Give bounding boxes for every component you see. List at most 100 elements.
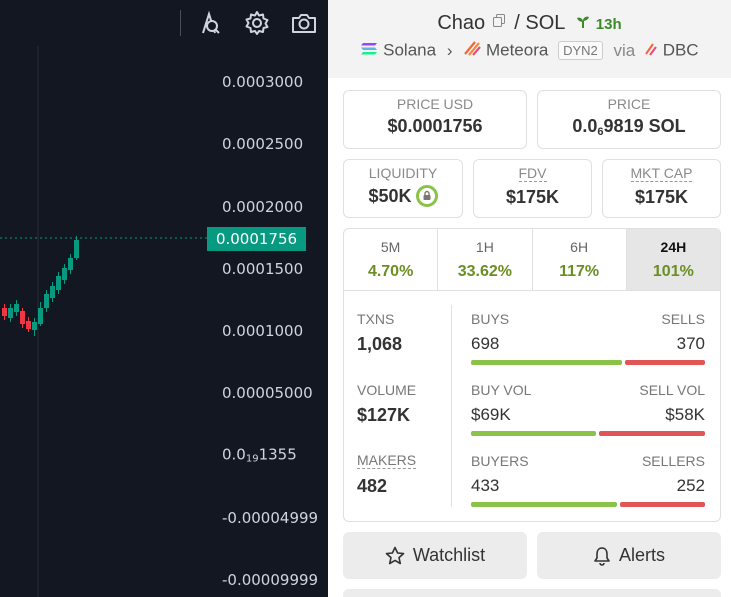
sells-value: 370 — [676, 334, 705, 353]
pair-title: Chao / SOL 13h — [328, 10, 731, 35]
liquidity-value: $50K — [368, 186, 412, 206]
alerts-button[interactable]: Alerts — [537, 532, 721, 579]
txns-value: 1,068 — [357, 334, 403, 354]
liquidity-card: LIQUIDITY $50K — [343, 159, 463, 218]
fdv-card: FDV $175K — [473, 159, 592, 218]
current-price-tag: 0.0001756 — [207, 227, 306, 251]
y-axis-label: 0.0001500 — [222, 260, 304, 278]
tab-5m[interactable]: 5M 4.70% — [344, 229, 439, 291]
candle-body — [26, 321, 31, 329]
volume-label: VOLUME — [357, 382, 417, 398]
sell-vol-label: SELL VOL — [639, 382, 705, 398]
watchlist-label: Watchlist — [412, 545, 486, 565]
bell-icon — [594, 546, 610, 566]
makers-row: MAKERS 482 BUYERS SELLERS 433 252 — [344, 447, 720, 513]
candle-body — [14, 304, 19, 312]
y-axis-label: 0.00005000 — [222, 384, 313, 402]
tab-label: 24H — [660, 239, 687, 255]
buy-sell-volume-bar — [471, 431, 705, 436]
watchlist-button[interactable]: Watchlist — [343, 532, 527, 579]
timeframe-tabs: 5M 4.70% 1H 33.62% 6H 117% 24H 101% — [343, 228, 721, 291]
buyers-sellers-bar — [471, 502, 705, 507]
liquidity-value-row: $50K — [344, 185, 462, 207]
buy-sell-ratio-bar — [471, 360, 705, 365]
sellers-label: SELLERS — [641, 453, 705, 469]
dex-name[interactable]: Meteora — [485, 40, 549, 60]
y-axis-label: 0.0001000 — [222, 322, 304, 340]
pair-route: Solana › Meteora DYN2 via DBC — [328, 40, 731, 61]
sell-bar — [625, 360, 705, 365]
buy-vol-value: $69K — [471, 405, 511, 424]
chevron-right-icon: › — [446, 40, 453, 60]
candlestick-plot[interactable] — [0, 46, 328, 597]
candle-body — [44, 294, 49, 308]
buy-bar — [471, 502, 617, 507]
alerts-label: Alerts — [618, 545, 665, 565]
stats-divider — [451, 305, 452, 507]
tab-change: 101% — [652, 263, 694, 280]
candle-body — [74, 240, 79, 258]
price-native-card: PRICE 0.069819 SOL — [537, 90, 721, 149]
pair-header: Chao / SOL 13h Solana › Meteora DYN2 via — [328, 0, 731, 78]
y-axis-label: 0.0191355 — [222, 445, 297, 465]
txns-row: TXNS 1,068 BUYS SELLS 698 370 — [344, 305, 720, 371]
price-native-value: 0.069819 SOL — [572, 116, 686, 138]
copy-icon[interactable] — [492, 10, 505, 33]
y-axis-label: 0.0002000 — [222, 198, 304, 216]
tab-change: 4.70% — [367, 263, 414, 280]
via-label: via — [613, 40, 636, 60]
volume-row: VOLUME $127K BUY VOL SELL VOL $69K $58K — [344, 376, 720, 442]
toolbar-divider — [180, 10, 181, 36]
y-axis-label: -0.00009999 — [222, 571, 319, 589]
y-axis-label: -0.00004999 — [222, 509, 319, 527]
makers-label[interactable]: MAKERS — [357, 452, 417, 469]
tab-24h[interactable]: 24H 101% — [626, 229, 720, 291]
market-cap-label[interactable]: MKT CAP — [630, 165, 693, 182]
buy-vol-label: BUY VOL — [471, 382, 532, 398]
tab-6h[interactable]: 6H 117% — [533, 229, 627, 291]
star-icon — [385, 546, 405, 564]
sell-bar — [620, 502, 705, 507]
candle-body — [56, 276, 61, 290]
solana-logo-icon — [360, 41, 383, 60]
tab-label: 5M — [380, 239, 401, 255]
price-usd-label: PRICE USD — [396, 96, 474, 112]
indicators-icon[interactable] — [195, 9, 223, 37]
meteora-logo-icon — [463, 41, 486, 60]
pair-age: 13h — [595, 16, 622, 33]
sellers-value: 252 — [676, 476, 705, 495]
buyers-value: 433 — [471, 476, 500, 495]
sell-bar — [599, 431, 705, 436]
settings-gear-icon[interactable] — [243, 9, 271, 37]
next-section-button[interactable] — [343, 589, 721, 597]
price-chart[interactable]: 0.0003000 0.0002500 0.0002000 0.0001500 0.00… — [0, 0, 328, 597]
tab-label: 1H — [475, 239, 494, 255]
sprout-icon — [576, 12, 596, 34]
candle-body — [2, 308, 7, 316]
fdv-value: $175K — [505, 187, 560, 207]
camera-icon[interactable] — [290, 9, 318, 37]
tab-1h[interactable]: 1H 33.62% — [438, 229, 533, 291]
makers-value: 482 — [357, 476, 388, 496]
lock-icon[interactable] — [415, 185, 438, 207]
sell-vol-value: $58K — [665, 405, 705, 424]
launchpad-name[interactable]: DBC — [662, 40, 699, 60]
chart-toolbar — [0, 0, 328, 46]
tab-change: 33.62% — [457, 263, 512, 280]
volume-value: $127K — [357, 405, 411, 425]
tab-label: 6H — [570, 239, 589, 255]
base-token-symbol[interactable]: Chao — [437, 12, 486, 34]
market-cap-value: $175K — [634, 187, 689, 207]
y-axis-label: 0.0003000 — [222, 73, 304, 91]
fdv-label[interactable]: FDV — [518, 165, 547, 182]
candles — [2, 236, 79, 336]
buy-bar — [471, 360, 622, 365]
buys-label: BUYS — [471, 311, 510, 327]
chain-name[interactable]: Solana — [383, 40, 437, 60]
candle-body — [8, 308, 13, 318]
y-axis-label: 0.0002500 — [222, 135, 304, 153]
price-usd-value: $0.0001756 — [387, 116, 483, 136]
dex-version-badge: DYN2 — [558, 41, 603, 61]
candle-body — [20, 311, 25, 324]
liquidity-label: LIQUIDITY — [368, 165, 438, 181]
